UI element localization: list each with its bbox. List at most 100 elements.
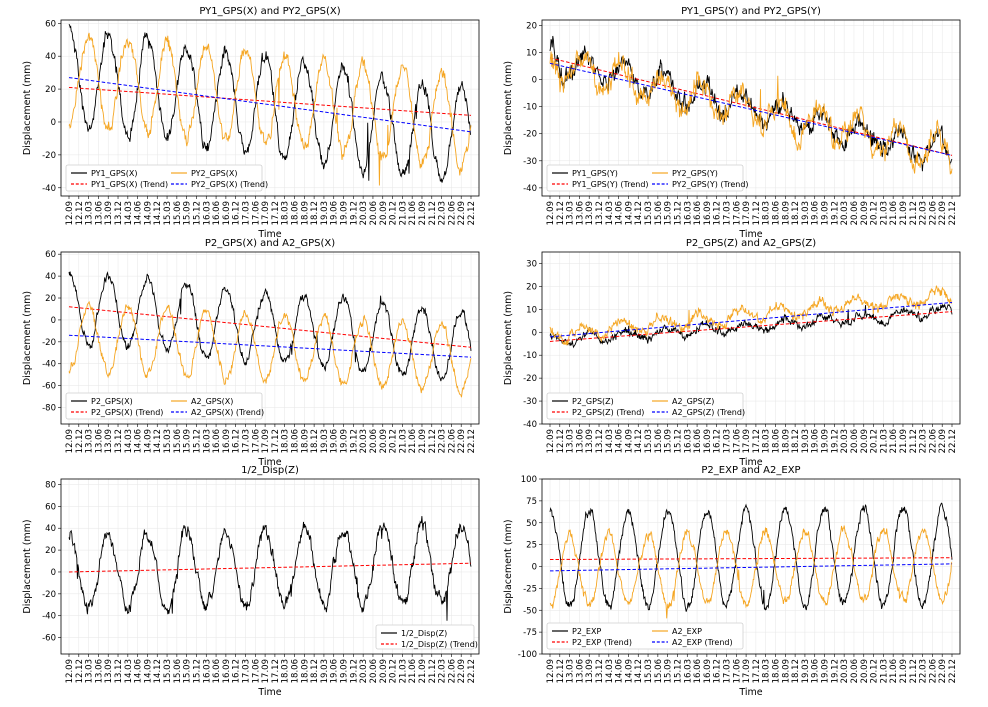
legend-label: PY2_GPS(X) [191,169,237,178]
y-axis-label: Displacement (mm) [503,61,514,155]
x-tick-label: 13.09 [104,429,114,453]
x-tick-label: 21.03 [398,201,408,225]
x-tick-label: 12.09 [546,429,556,453]
x-tick-label: 16.12 [713,429,723,453]
legend-label: PY2_GPS(Y) (Trend) [672,180,749,189]
legend-label: PY1_GPS(Y) (Trend) [572,180,649,189]
x-tick-label: 16.12 [232,659,242,683]
series-line [549,49,953,175]
series-line [68,32,472,186]
x-tick-label: 22.06 [928,659,938,683]
y-tick-label: -30 [523,157,537,167]
x-tick-label: 22.09 [457,429,467,453]
x-tick-label: 21.03 [398,659,408,683]
x-tick-label: 20.09 [860,429,870,453]
x-tick-label: 18.06 [772,659,782,683]
x-tick-label: 14.06 [615,659,625,683]
x-tick-label: 16.03 [683,429,693,453]
x-tick-label: 14.03 [605,201,615,225]
x-tick-label: 17.03 [241,429,251,453]
x-tick-label: 20.06 [369,201,379,225]
y-tick-label: -20 [523,374,537,384]
x-tick-label: 18.09 [300,201,310,225]
x-tick-label: 15.06 [654,659,664,683]
chart-panel-1: -40 -20 0 20 40 60 12.09 12.12 13.03 13.06 13.09 13… [22,6,480,240]
x-tick-label: 15.09 [664,201,674,225]
x-tick-label: 15.09 [183,429,193,453]
x-tick-label: 12.12 [556,201,566,225]
legend-label: A2_EXP [672,627,702,636]
x-tick-label: 22.03 [438,659,448,683]
x-tick-label: 16.03 [202,201,212,225]
x-tick-label: 20.09 [379,429,389,453]
x-tick-label: 21.09 [418,659,428,683]
x-tick-label: 15.06 [654,429,664,453]
chart-title: PY1_GPS(X) and PY2_GPS(X) [199,6,340,17]
y-tick-label: 60 [45,502,56,512]
x-tick-label: 15.09 [183,201,193,225]
x-tick-label: 16.06 [212,201,222,225]
y-tick-label: -20 [42,590,56,600]
legend-label: PY1_GPS(X) (Trend) [91,180,168,189]
x-tick-label: 13.09 [585,659,595,683]
x-tick-label: 20.03 [359,429,369,453]
x-tick-label: 14.06 [134,659,144,683]
x-tick-label: 18.12 [310,659,320,683]
x-tick-label: 15.03 [163,659,173,683]
y-tick-label: 0 [51,316,56,326]
legend-label: PY1_GPS(X) [91,169,137,178]
x-tick-label: 15.12 [192,429,202,453]
x-tick-label: 15.03 [163,201,173,225]
legend-box [375,624,475,650]
x-tick-label: 14.06 [134,201,144,225]
x-tick-label: 19.06 [811,659,821,683]
series-line [549,35,953,172]
legend-box [546,164,744,192]
x-tick-label: 18.03 [281,659,291,683]
x-tick-label: 17.06 [732,659,742,683]
y-tick-label: 40 [45,272,56,282]
x-tick-label: 15.09 [664,429,674,453]
x-tick-label: 21.09 [418,201,428,225]
x-tick-label: 12.09 [65,659,75,683]
x-axis-label: Time [257,687,281,698]
x-tick-label: 19.12 [349,201,359,225]
y-tick-label: -80 [42,404,56,414]
x-tick-label: 16.06 [693,201,703,225]
x-tick-label: 22.12 [948,659,958,683]
x-tick-label: 13.09 [585,201,595,225]
y-axis-label: Displacement (mm) [22,61,33,155]
x-tick-label: 22.12 [467,659,477,683]
x-tick-label: 21.06 [408,659,418,683]
legend-label: P2_GPS(Z) [572,397,614,406]
x-tick-label: 17.06 [732,429,742,453]
x-tick-label: 20.03 [840,659,850,683]
series-line [68,77,472,133]
x-tick-label: 18.03 [281,201,291,225]
x-tick-label: 13.06 [575,201,585,225]
y-tick-label: 0 [532,563,537,573]
x-tick-label: 20.12 [389,201,399,225]
x-tick-label: 16.03 [683,201,693,225]
y-tick-label: 100 [521,475,537,485]
x-tick-label: 18.09 [300,429,310,453]
x-tick-label: 15.06 [173,429,183,453]
x-tick-label: 20.09 [860,201,870,225]
x-tick-label: 14.09 [624,429,634,453]
x-tick-label: 20.12 [870,429,880,453]
x-tick-label: 22.03 [919,659,929,683]
series-line [549,301,953,338]
x-tick-label: 16.03 [202,429,212,453]
x-tick-label: 16.12 [713,659,723,683]
x-tick-label: 16.09 [222,429,232,453]
x-axis-label: Time [257,457,281,468]
x-tick-label: 20.12 [870,659,880,683]
x-tick-label: 13.03 [566,429,576,453]
x-tick-label: 22.06 [928,201,938,225]
chart-title: P2_GPS(X) and A2_GPS(X) [205,238,335,249]
y-tick-label: -40 [42,360,56,370]
x-tick-label: 21.12 [909,659,919,683]
